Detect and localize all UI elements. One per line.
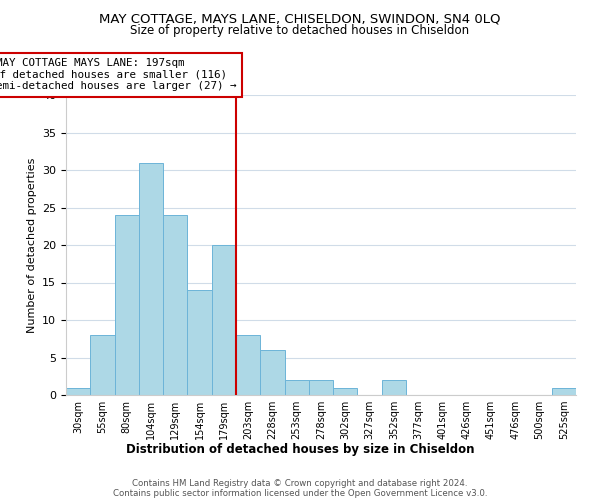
Y-axis label: Number of detached properties: Number of detached properties [26,158,37,332]
Bar [187,290,212,395]
Bar [115,215,139,395]
Bar [552,388,576,395]
Text: MAY COTTAGE MAYS LANE: 197sqm
← 81% of detached houses are smaller (116)
19% of : MAY COTTAGE MAYS LANE: 197sqm ← 81% of d… [0,58,236,92]
Text: Contains public sector information licensed under the Open Government Licence v3: Contains public sector information licen… [113,489,487,498]
Bar [139,162,163,395]
Bar [163,215,187,395]
Bar [212,245,236,395]
Bar [260,350,284,395]
Bar [90,335,115,395]
Text: Size of property relative to detached houses in Chiseldon: Size of property relative to detached ho… [130,24,470,37]
Bar [66,388,90,395]
Bar [309,380,333,395]
Bar [236,335,260,395]
Bar [382,380,406,395]
Text: Contains HM Land Registry data © Crown copyright and database right 2024.: Contains HM Land Registry data © Crown c… [132,479,468,488]
Bar [333,388,358,395]
Bar [284,380,309,395]
Text: MAY COTTAGE, MAYS LANE, CHISELDON, SWINDON, SN4 0LQ: MAY COTTAGE, MAYS LANE, CHISELDON, SWIND… [99,12,501,26]
Text: Distribution of detached houses by size in Chiseldon: Distribution of detached houses by size … [126,442,474,456]
